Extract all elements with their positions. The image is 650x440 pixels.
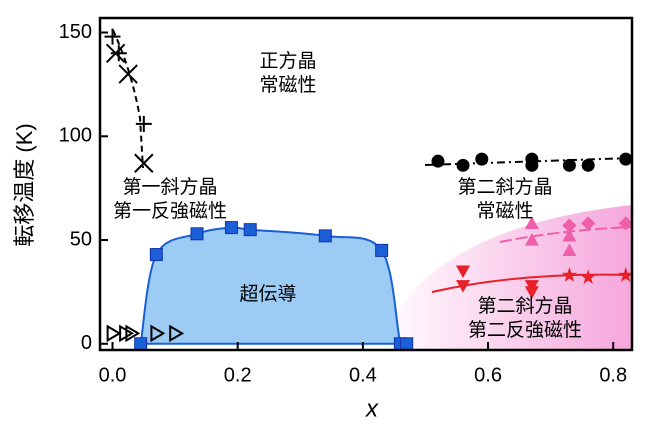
plot-frame bbox=[98, 16, 634, 352]
y-tick-label: 100 bbox=[59, 125, 92, 147]
marker bbox=[150, 324, 166, 343]
fit-line bbox=[431, 273, 633, 293]
annotation: 常磁性 bbox=[476, 200, 533, 222]
marker bbox=[525, 158, 539, 172]
y-tick-label: 50 bbox=[70, 228, 92, 250]
marker bbox=[400, 337, 414, 351]
x-axis-label: x bbox=[365, 395, 379, 422]
marker bbox=[580, 269, 596, 284]
annotation: 第二斜方晶 bbox=[457, 176, 552, 198]
marker bbox=[581, 158, 595, 172]
marker bbox=[110, 45, 127, 62]
x-tick-label: 0.0 bbox=[99, 364, 127, 386]
marker bbox=[243, 223, 257, 237]
y-tick-label: 0 bbox=[81, 332, 92, 354]
marker bbox=[524, 233, 539, 246]
marker bbox=[619, 152, 633, 166]
marker bbox=[318, 229, 332, 243]
marker bbox=[562, 158, 576, 172]
annotation: 超伝導 bbox=[239, 283, 296, 305]
marker bbox=[618, 216, 633, 231]
marker bbox=[456, 158, 470, 172]
marker bbox=[135, 115, 152, 132]
marker bbox=[618, 267, 634, 282]
marker bbox=[524, 286, 539, 299]
marker bbox=[134, 153, 154, 173]
marker bbox=[190, 227, 204, 241]
y-tick-label: 150 bbox=[59, 21, 92, 43]
marker bbox=[224, 221, 238, 235]
marker bbox=[456, 265, 471, 279]
marker bbox=[562, 218, 577, 233]
annotation: 第二反強磁性 bbox=[468, 319, 582, 341]
markers bbox=[104, 28, 634, 351]
annotation: 第二斜方晶 bbox=[477, 295, 572, 317]
marker bbox=[561, 267, 578, 282]
x-tick-label: 0.2 bbox=[224, 364, 252, 386]
annotation: 常磁性 bbox=[259, 74, 316, 96]
x-tick-label: 0.4 bbox=[349, 364, 377, 386]
x-tick-label: 0.8 bbox=[599, 364, 627, 386]
marker bbox=[134, 337, 148, 351]
marker bbox=[475, 152, 489, 166]
annotation: 第一反強磁性 bbox=[113, 200, 227, 222]
marker bbox=[581, 216, 596, 231]
marker bbox=[104, 28, 121, 45]
annotation: 正方晶 bbox=[259, 50, 316, 72]
marker bbox=[169, 324, 185, 343]
marker bbox=[524, 216, 539, 230]
marker bbox=[375, 243, 389, 257]
marker bbox=[456, 280, 471, 293]
marker bbox=[125, 324, 141, 343]
fit-line bbox=[499, 226, 633, 243]
marker bbox=[118, 64, 138, 84]
x-tick-label: 0.6 bbox=[474, 364, 502, 386]
marker bbox=[431, 154, 445, 168]
marker bbox=[149, 248, 163, 262]
y-axis-label: 転移温度 (K) bbox=[12, 123, 37, 246]
marker bbox=[562, 228, 577, 242]
marker bbox=[562, 243, 577, 256]
marker bbox=[106, 324, 122, 343]
annotation: 第一斜方晶 bbox=[122, 176, 217, 198]
